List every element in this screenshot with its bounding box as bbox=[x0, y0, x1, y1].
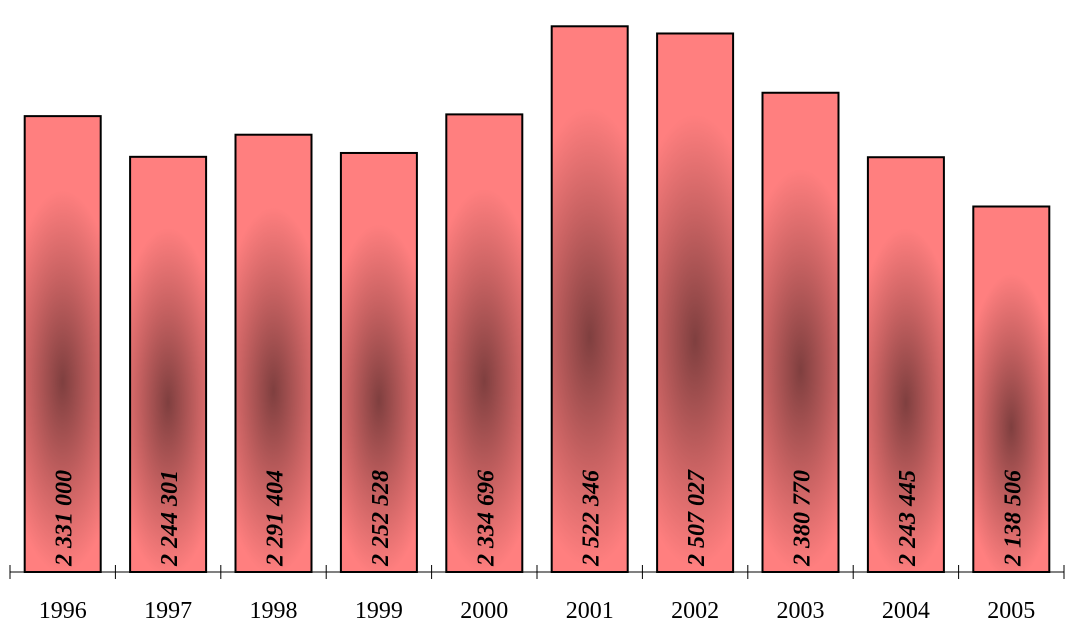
bar-shade-2001 bbox=[550, 25, 629, 574]
data-label-2004: 2 243 445 bbox=[895, 470, 921, 567]
data-label-2000: 2 334 696 bbox=[473, 470, 499, 567]
data-label-2001: 2 522 346 bbox=[579, 470, 605, 567]
x-tick-label-1998: 1998 bbox=[250, 598, 298, 623]
x-axis bbox=[9, 565, 1065, 579]
x-tick-label-1999: 1999 bbox=[355, 598, 403, 623]
data-label-2003: 2 380 770 bbox=[790, 470, 816, 567]
x-tick-label-2004: 2004 bbox=[882, 598, 930, 623]
bar-shade-1996 bbox=[23, 115, 102, 574]
x-tick-label-1996: 1996 bbox=[39, 598, 87, 623]
bars-layer bbox=[23, 25, 1051, 574]
data-label-2002: 2 507 027 bbox=[684, 469, 710, 567]
bar-shade-2003 bbox=[761, 91, 840, 573]
bar-shade-1997 bbox=[129, 155, 208, 573]
bar-shade-1999 bbox=[339, 151, 418, 573]
x-tick-label-2001: 2001 bbox=[566, 598, 614, 623]
x-tick-label-2000: 2000 bbox=[460, 598, 508, 623]
data-label-1999: 2 252 528 bbox=[368, 470, 394, 567]
x-tick-label-2005: 2005 bbox=[987, 598, 1035, 623]
labels-layer: 2 331 000 1996 2 244 301 1997 2 291 404 1998 2… bbox=[39, 469, 1036, 623]
data-label-2005: 2 138 506 bbox=[1000, 470, 1026, 567]
bar-shade-2005 bbox=[972, 205, 1051, 574]
bar-shade-2002 bbox=[656, 32, 735, 574]
data-label-1998: 2 291 404 bbox=[263, 470, 289, 567]
data-label-1996: 2 331 000 bbox=[52, 470, 78, 567]
data-label-1997: 2 244 301 bbox=[157, 470, 183, 567]
x-tick-label-1997: 1997 bbox=[144, 598, 192, 623]
bar-shade-2004 bbox=[866, 156, 945, 573]
x-tick-label-2003: 2003 bbox=[777, 598, 825, 623]
x-tick-label-2002: 2002 bbox=[671, 598, 719, 623]
